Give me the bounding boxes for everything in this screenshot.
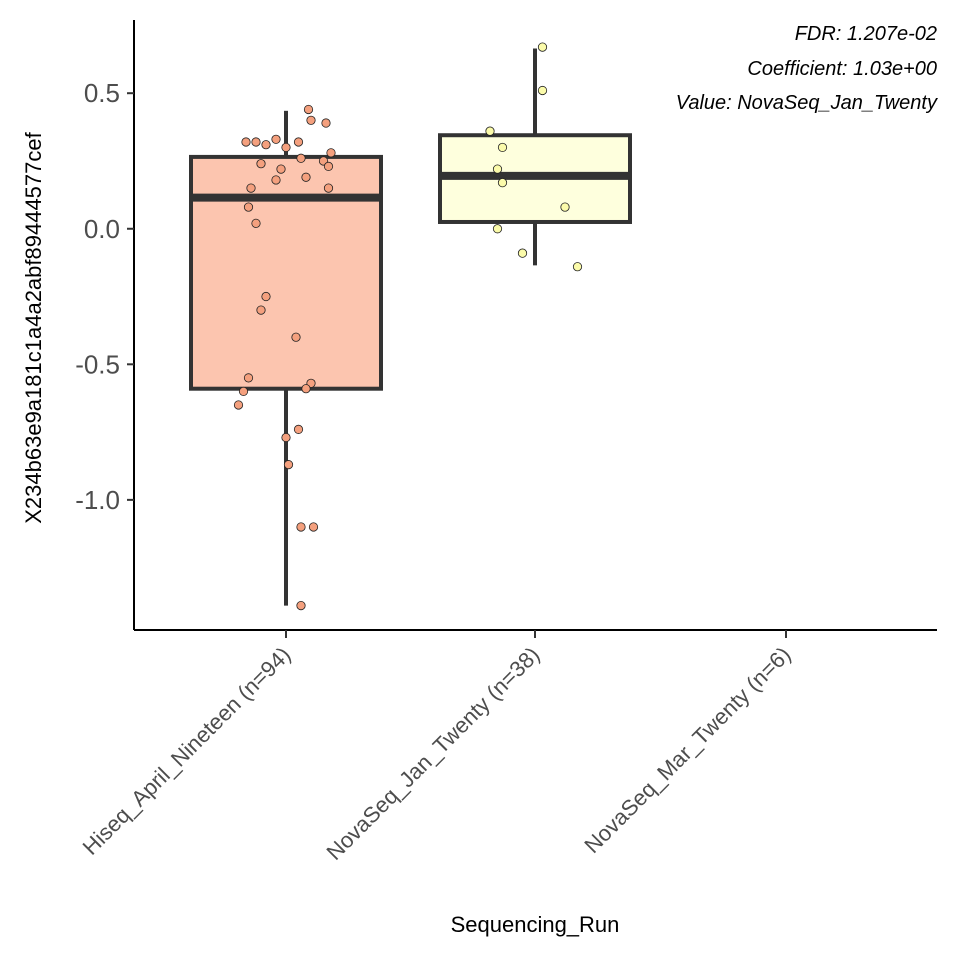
data-point-1-2 (485, 126, 495, 136)
x-tick-label-2: NovaSeq_Mar_Twenty (n=6) (579, 642, 795, 858)
data-point-0-8 (321, 118, 331, 128)
data-point-0-9 (326, 148, 336, 158)
data-point-0-29 (293, 424, 304, 434)
x-tick-label-1: NovaSeq_Jan_Twenty (n=38) (321, 642, 544, 865)
data-point-0-31 (283, 460, 294, 470)
data-point-0-1 (251, 137, 261, 147)
data-point-0-6 (303, 104, 314, 115)
data-point-1-5 (497, 178, 508, 188)
data-point-0-7 (306, 115, 316, 125)
data-point-1-1 (537, 85, 548, 96)
data-point-0-11 (323, 161, 334, 171)
data-point-1-0 (537, 42, 548, 52)
box-0 (189, 154, 383, 391)
data-point-0-12 (296, 153, 306, 163)
data-point-0-25 (238, 386, 249, 397)
data-point-0-13 (276, 164, 286, 174)
data-point-1-4 (492, 164, 503, 174)
x-tick-label-0: Hiseq_April_Nineteen (n=94) (78, 642, 296, 860)
y-tick-label-2: -0.5 (75, 349, 120, 379)
data-point-0-17 (246, 183, 256, 193)
data-point-0-22 (256, 305, 266, 315)
data-point-0-16 (271, 175, 281, 185)
data-point-0-24 (243, 373, 254, 383)
data-point-0-23 (291, 332, 301, 342)
data-point-0-14 (256, 159, 266, 169)
data-point-0-2 (261, 140, 271, 150)
data-point-0-19 (243, 202, 254, 212)
annotation-value: Value: NovaSeq_Jan_Twenty (676, 92, 938, 114)
data-point-1-9 (572, 262, 583, 272)
data-point-0-3 (271, 134, 281, 144)
data-point-0-34 (296, 600, 306, 611)
data-point-0-18 (323, 183, 334, 193)
data-point-1-8 (517, 248, 528, 258)
y-axis-title: X234b63e9a181c1a4a2abf89444577cef (21, 131, 46, 523)
y-tick-label-1: 0.0 (84, 214, 120, 244)
data-point-1-6 (560, 202, 570, 212)
x-axis-title: Sequencing_Run (451, 912, 620, 937)
data-point-1-7 (492, 224, 503, 234)
boxes-layer (189, 42, 632, 611)
data-point-0-21 (261, 291, 271, 302)
data-point-0-20 (251, 218, 261, 228)
data-point-0-5 (293, 137, 304, 147)
y-tick-label-0: 0.5 (84, 78, 120, 108)
annotation-fdr: FDR: 1.207e-02 (795, 23, 937, 45)
data-point-0-28 (233, 400, 244, 410)
data-point-0-27 (301, 384, 311, 394)
data-point-0-4 (281, 142, 291, 153)
data-point-0-15 (301, 172, 311, 182)
data-point-0-32 (296, 522, 306, 532)
data-point-0-0 (241, 137, 251, 147)
data-point-1-3 (497, 142, 508, 153)
annotation-coefficient: Coefficient: 1.03e+00 (747, 58, 937, 80)
data-point-0-33 (308, 522, 319, 532)
y-tick-label-3: -1.0 (75, 485, 120, 515)
data-point-0-30 (281, 432, 291, 443)
